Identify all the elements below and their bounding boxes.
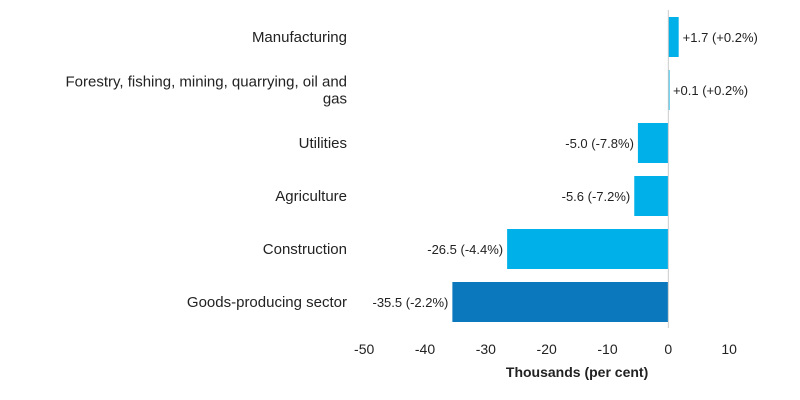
category-label-line: gas — [323, 91, 347, 108]
category-label-0: Manufacturing — [252, 29, 347, 46]
data-label-2: -5.0 (-7.8%) — [565, 136, 634, 151]
bar-4 — [507, 229, 669, 269]
category-label-line: Manufacturing — [252, 29, 347, 46]
category-label-1: Forestry, fishing, mining, quarrying, oi… — [65, 74, 347, 108]
category-label-5: Goods-producing sector — [187, 294, 347, 311]
x-tick-label: 0 — [664, 341, 672, 357]
category-label-2: Utilities — [299, 135, 347, 152]
bars-group — [452, 17, 679, 322]
bar-0 — [668, 17, 679, 57]
category-label-line: Goods-producing sector — [187, 294, 347, 311]
data-label-0: +1.7 (+0.2%) — [683, 30, 758, 45]
bar-3 — [634, 176, 669, 216]
x-tick-label: -40 — [415, 341, 435, 357]
x-axis-ticks: -50 -40 -30 -20 -10 0 10 — [354, 341, 737, 357]
x-axis-title: Thousands (per cent) — [506, 364, 648, 380]
bar-5 — [452, 282, 669, 322]
x-tick-label: -20 — [537, 341, 557, 357]
bar-1 — [668, 70, 670, 110]
data-label-5: -35.5 (-2.2%) — [373, 295, 449, 310]
x-tick-label: -10 — [597, 341, 617, 357]
data-labels: +1.7 (+0.2%) +0.1 (+0.2%) -5.0 (-7.8%) -5.6… — [373, 30, 758, 310]
x-tick-label: 10 — [721, 341, 737, 357]
category-labels: Manufacturing Forestry, fishing, mining, … — [65, 29, 347, 311]
bar-2 — [637, 123, 669, 163]
x-tick-label: -30 — [476, 341, 496, 357]
category-label-3: Agriculture — [275, 188, 347, 205]
category-label-line: Construction — [263, 241, 347, 258]
category-label-line: Utilities — [299, 135, 347, 152]
data-label-3: -5.6 (-7.2%) — [562, 189, 631, 204]
data-label-4: -26.5 (-4.4%) — [427, 242, 503, 257]
x-tick-label: -50 — [354, 341, 374, 357]
data-label-1: +0.1 (+0.2%) — [673, 83, 748, 98]
category-label-line: Agriculture — [275, 188, 347, 205]
category-label-4: Construction — [263, 241, 347, 258]
category-label-line: Forestry, fishing, mining, quarrying, oi… — [65, 74, 347, 91]
